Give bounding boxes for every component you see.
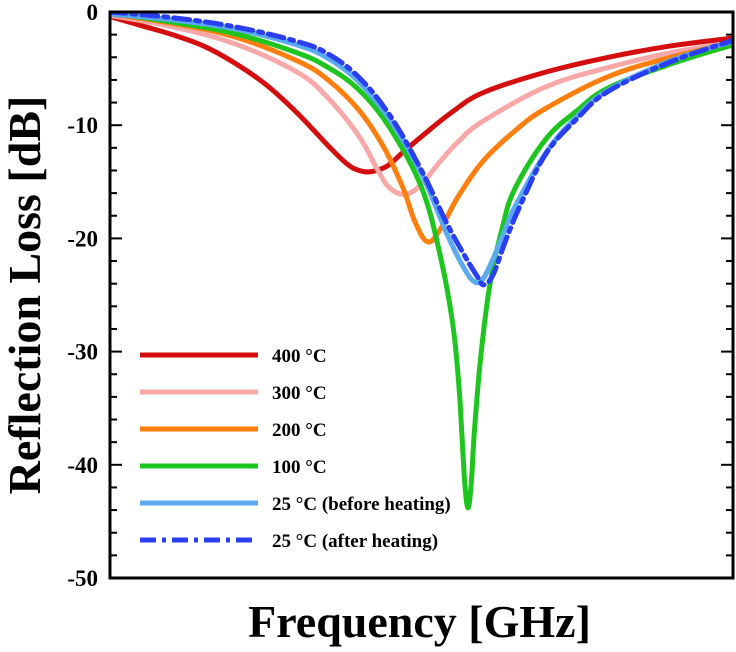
axes-layer: 0 -10 -20 -30 -40 -50 bbox=[67, 0, 735, 591]
legend-label-3: 200 °C bbox=[272, 420, 327, 441]
legend-label-4: 100 °C bbox=[272, 457, 327, 478]
series-layer bbox=[110, 12, 733, 511]
y-tick-label: -50 bbox=[67, 566, 98, 591]
series-line-3 bbox=[110, 12, 733, 245]
series-line-5 bbox=[110, 12, 733, 286]
series-line-1 bbox=[110, 14, 733, 175]
y-tick-label: -30 bbox=[67, 340, 98, 365]
legend-label-5: 25 °C (before heating) bbox=[272, 494, 451, 515]
y-tick-label: -10 bbox=[67, 113, 98, 138]
x-axis-title: Frequency [GHz] bbox=[248, 596, 591, 647]
legend: 400 °C 300 °C 200 °C 100 °C 25 °C (before he… bbox=[140, 346, 451, 552]
y-tick-label: -40 bbox=[67, 453, 98, 478]
legend-label-6: 25 °C (after heating) bbox=[272, 531, 438, 552]
plot-frame bbox=[108, 10, 735, 580]
series-line-6 bbox=[110, 12, 733, 288]
legend-label-2: 300 °C bbox=[272, 383, 327, 404]
y-tick-label: 0 bbox=[87, 0, 99, 25]
series-line-4 bbox=[110, 12, 733, 511]
legend-label-1: 400 °C bbox=[272, 346, 327, 367]
y-tick-label: -20 bbox=[67, 226, 98, 251]
y-axis-title: Reflection Loss [dB] bbox=[0, 96, 50, 495]
